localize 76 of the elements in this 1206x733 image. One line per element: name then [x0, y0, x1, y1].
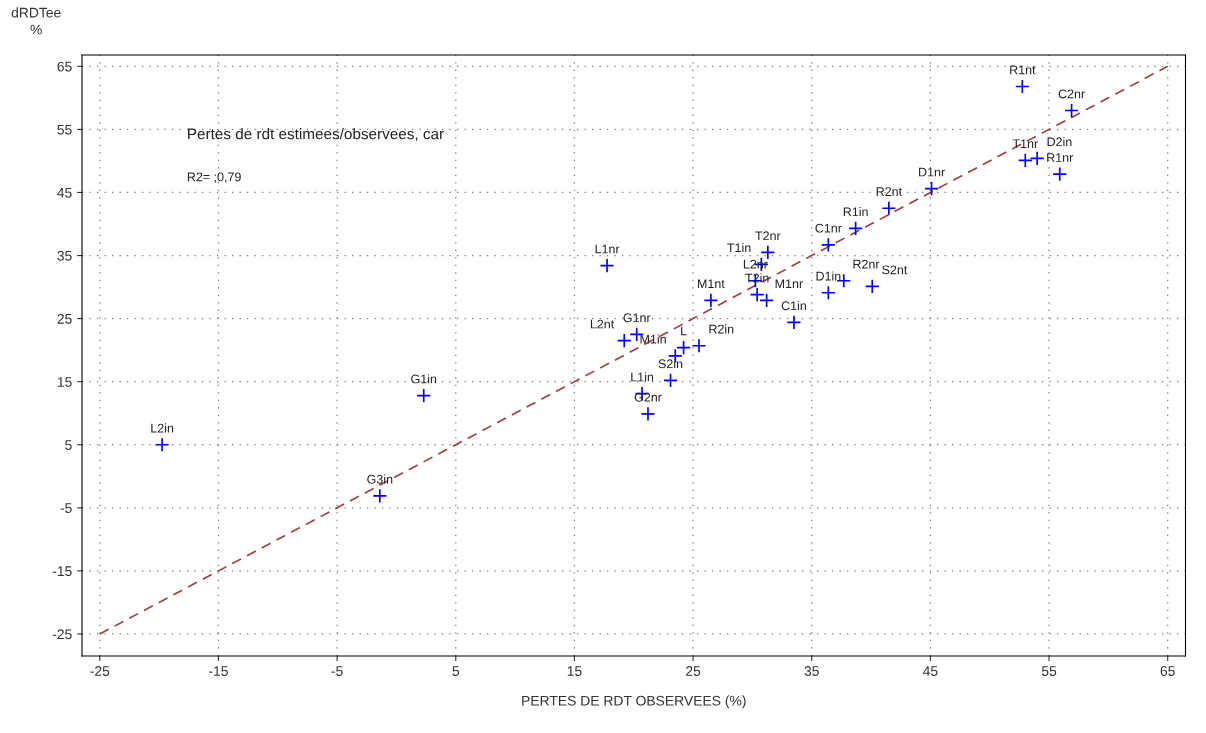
point: [881, 200, 897, 216]
point: [1017, 152, 1033, 168]
annotation: M1nr: [775, 279, 803, 288]
y-axis-title: dRDTee %: [11, 7, 61, 35]
annotation: M1nt: [698, 279, 725, 289]
annotation: L2nt: [590, 319, 615, 329]
annotation: R2= ;0,79: [187, 172, 241, 183]
point: [154, 437, 170, 453]
annotation: C1nr: [815, 223, 842, 233]
point: [1052, 166, 1068, 182]
annotation: D1in: [816, 271, 841, 281]
x-tick-label: -5: [331, 666, 343, 676]
annotation: R2nr: [853, 259, 880, 269]
annotation: R2in: [709, 324, 734, 334]
point: [616, 333, 632, 349]
annotation: M1in: [640, 334, 666, 344]
point: [1064, 103, 1080, 118]
y-tick-label: 15: [57, 377, 72, 387]
annotation: T1in: [727, 242, 751, 253]
point: [759, 292, 775, 308]
x-tick-label: 25: [686, 666, 701, 676]
y-tick-label: 55: [57, 124, 72, 135]
annotation: R1in: [843, 207, 868, 217]
x-tick-label: 5: [452, 666, 460, 676]
annotation: T2nr: [755, 231, 781, 241]
x-tick-label: 45: [922, 666, 938, 676]
annotation: L2in: [151, 423, 174, 433]
annotation: T1nr: [1012, 139, 1038, 148]
point: [640, 406, 656, 422]
x-tick-label: 35: [804, 666, 819, 676]
annotation: R1nr: [1047, 153, 1074, 162]
y-tick-label: 35: [57, 250, 72, 261]
annotation: C1in: [781, 301, 806, 311]
y-tick-label: 45: [57, 187, 72, 198]
point: [848, 220, 864, 236]
point: [864, 279, 880, 294]
annotation: D2in: [1047, 137, 1072, 147]
annotation: L: [681, 326, 687, 336]
point: [416, 388, 432, 403]
annotation: R2nt: [876, 187, 902, 197]
point: [372, 488, 388, 504]
y-tick-label: -25: [52, 629, 72, 640]
annotation: G1nr: [623, 313, 651, 323]
y-tick-label: -15: [52, 566, 72, 577]
point: [703, 292, 719, 308]
annotation: G1in: [411, 374, 437, 384]
x-tick-label: 15: [567, 666, 582, 676]
x-tick-label: 65: [1160, 666, 1175, 676]
x-tick-label: -25: [90, 666, 110, 676]
annotation: S2nt: [882, 265, 908, 275]
point: [599, 258, 615, 274]
point: [1014, 79, 1030, 94]
annotation: D1nr: [919, 167, 945, 177]
annotation: L1nr: [595, 244, 620, 254]
y-tick-label: 65: [57, 61, 72, 72]
point: [760, 244, 776, 260]
point: [820, 285, 836, 301]
y-tick-label: 5: [65, 440, 72, 450]
x-tick-label: 55: [1041, 666, 1057, 676]
x-tick-label: -15: [209, 666, 228, 676]
annotation: S2in: [658, 359, 683, 369]
point: [749, 287, 765, 303]
x-axis-title: PERTES DE RDT OBSERVEES (%): [522, 695, 746, 709]
annotation: R1nt: [1010, 65, 1036, 75]
annotation: L1in: [631, 372, 654, 382]
annotation: C2nr: [1058, 89, 1085, 99]
point: [820, 237, 836, 253]
point: [691, 338, 707, 354]
point: [786, 314, 802, 330]
point: [663, 372, 678, 388]
annotation: G3in: [367, 474, 393, 484]
y-tick-label: -5: [60, 503, 72, 513]
text: Pertes de rdt estimees/observees, car: [188, 128, 444, 142]
point: [924, 181, 939, 197]
point: [1029, 150, 1045, 166]
y-tick-label: 25: [57, 313, 72, 324]
